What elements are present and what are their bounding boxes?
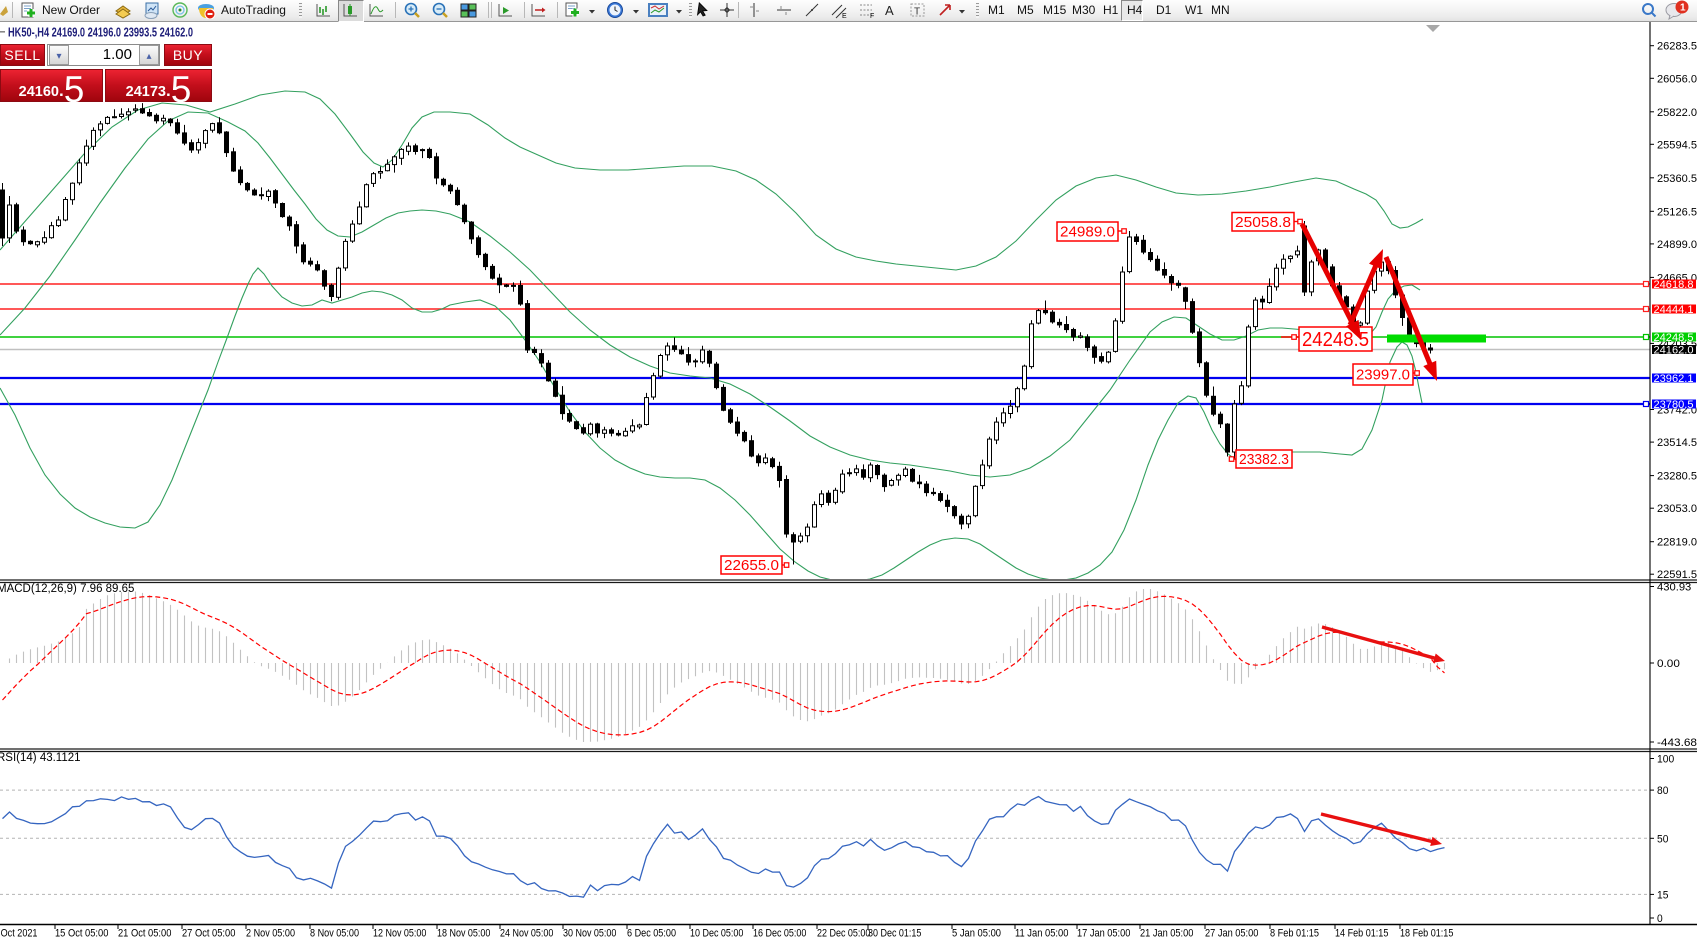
svg-text:25822.0: 25822.0 (1657, 107, 1697, 119)
svg-text:10 Dec 05:00: 10 Dec 05:00 (690, 928, 743, 940)
svg-text:21 Jan 05:00: 21 Jan 05:00 (1140, 928, 1193, 940)
svg-text:30 Nov 05:00: 30 Nov 05:00 (563, 928, 616, 940)
svg-text:26056.0: 26056.0 (1657, 73, 1697, 85)
svg-text:8 Feb 01:15: 8 Feb 01:15 (1270, 928, 1319, 940)
svg-text:27 Oct 05:00: 27 Oct 05:00 (182, 928, 235, 940)
svg-text:26283.5: 26283.5 (1657, 41, 1697, 53)
svg-text:24989.0: 24989.0 (1060, 225, 1115, 241)
svg-text:8 Nov 05:00: 8 Nov 05:00 (310, 928, 359, 940)
svg-text:22 Dec 05:00: 22 Dec 05:00 (817, 928, 870, 940)
svg-text:T: T (914, 7, 920, 18)
svg-text:23053.0: 23053.0 (1657, 503, 1697, 515)
svg-text:22655.0: 22655.0 (724, 558, 779, 574)
svg-text:23962.1: 23962.1 (1654, 373, 1694, 385)
svg-text:25126.5: 25126.5 (1657, 206, 1697, 218)
svg-text:21 Oct 05:00: 21 Oct 05:00 (118, 928, 171, 940)
svg-text:23280.5: 23280.5 (1657, 471, 1697, 483)
svg-text:24 Nov 05:00: 24 Nov 05:00 (500, 928, 553, 940)
svg-text:17 Jan 05:00: 17 Jan 05:00 (1077, 928, 1130, 940)
svg-text:22819.0: 22819.0 (1657, 537, 1697, 549)
svg-text:23382.3: 23382.3 (1239, 452, 1289, 468)
svg-text:1: 1 (1680, 3, 1686, 14)
svg-text:11 Jan 05:00: 11 Jan 05:00 (1015, 928, 1068, 940)
svg-text:2 Nov 05:00: 2 Nov 05:00 (246, 928, 295, 940)
svg-text:100: 100 (1657, 754, 1674, 766)
svg-text:15: 15 (1657, 889, 1668, 901)
svg-text:RSI(14) 43.1121: RSI(14) 43.1121 (0, 752, 81, 764)
svg-text:0: 0 (1657, 913, 1663, 925)
svg-text:18 Nov 05:00: 18 Nov 05:00 (437, 928, 490, 940)
svg-text:15 Oct 05:00: 15 Oct 05:00 (55, 928, 108, 940)
svg-text:12 Nov 05:00: 12 Nov 05:00 (373, 928, 426, 940)
svg-text:0.00: 0.00 (1657, 658, 1680, 670)
svg-text:16 Dec 05:00: 16 Dec 05:00 (753, 928, 806, 940)
svg-text:24444.1: 24444.1 (1654, 304, 1694, 316)
svg-text:25594.5: 25594.5 (1657, 139, 1697, 151)
svg-text:E: E (842, 13, 847, 19)
svg-text:24618.8: 24618.8 (1654, 279, 1694, 291)
svg-text:27 Jan 05:00: 27 Jan 05:00 (1205, 928, 1258, 940)
svg-text:25058.8: 25058.8 (1235, 215, 1291, 231)
svg-text:23514.5: 23514.5 (1657, 437, 1697, 449)
svg-text:50: 50 (1657, 833, 1668, 845)
svg-text:1 Oct 2021: 1 Oct 2021 (0, 928, 38, 940)
svg-text:24162.0: 24162.0 (1654, 345, 1694, 357)
svg-text:5 Jan 05:00: 5 Jan 05:00 (952, 928, 1001, 940)
svg-text:F: F (870, 13, 874, 19)
svg-text:80: 80 (1657, 785, 1668, 797)
svg-text:MACD(12,26,9) 7.96 89.65: MACD(12,26,9) 7.96 89.65 (0, 583, 134, 595)
svg-text:430.93: 430.93 (1657, 582, 1691, 594)
svg-text:25360.5: 25360.5 (1657, 173, 1697, 185)
svg-text:HK50-,H4 24169.0 24196.0 2399: HK50-,H4 24169.0 24196.0 23993.5 24162.0 (8, 26, 193, 40)
svg-text:23997.0: 23997.0 (1356, 368, 1410, 384)
svg-text:-443.68: -443.68 (1657, 737, 1697, 749)
svg-text:24248.5: 24248.5 (1654, 332, 1694, 344)
svg-text:23780.5: 23780.5 (1654, 399, 1694, 411)
svg-text:14 Feb 01:15: 14 Feb 01:15 (1335, 928, 1388, 940)
svg-text:22591.5: 22591.5 (1657, 569, 1697, 581)
svg-text:30 Dec 01:15: 30 Dec 01:15 (868, 928, 921, 940)
svg-text:6 Dec 05:00: 6 Dec 05:00 (627, 928, 676, 940)
svg-text:18 Feb 01:15: 18 Feb 01:15 (1400, 928, 1453, 940)
svg-text:24899.0: 24899.0 (1657, 239, 1697, 251)
svg-text:24248.5: 24248.5 (1302, 329, 1369, 351)
